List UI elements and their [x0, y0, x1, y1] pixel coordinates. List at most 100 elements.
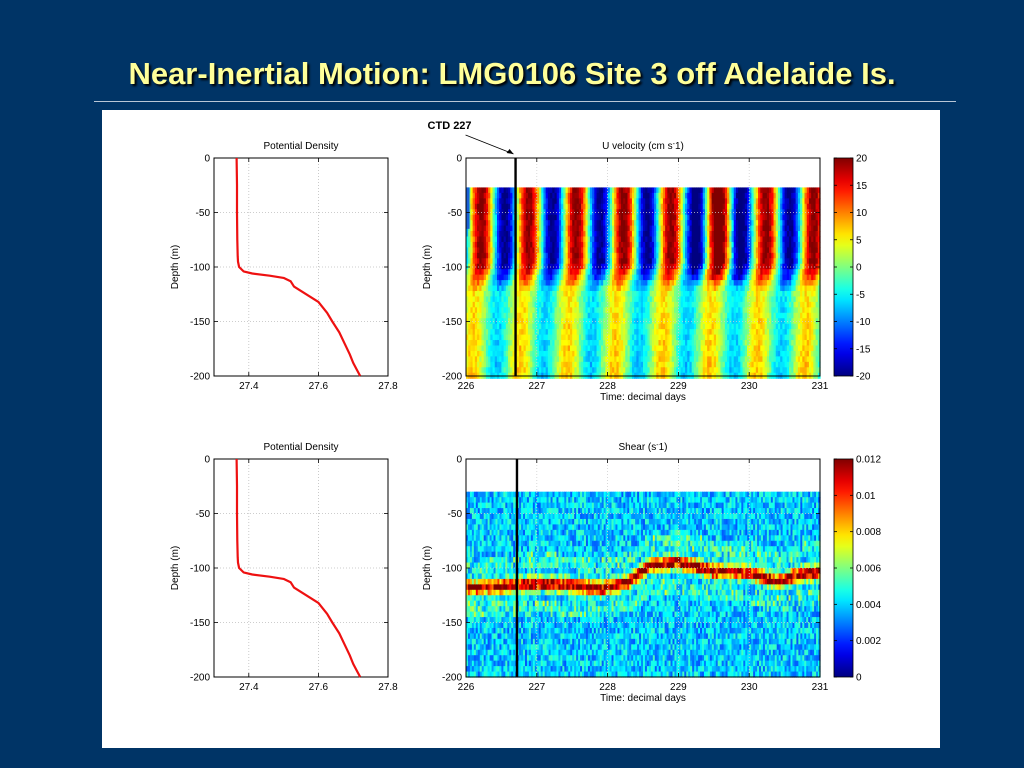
uvel-cell: [764, 214, 768, 221]
uvel-cell: [649, 220, 653, 227]
uvel-cell: [662, 274, 666, 281]
uvel-cell: [583, 274, 587, 281]
uvel-cell: [625, 236, 629, 243]
uvel-cell: [594, 269, 598, 276]
uvel-cell: [585, 247, 589, 254]
uvel-cell: [485, 214, 489, 221]
title-divider: [94, 101, 956, 102]
uvel-cell: [616, 318, 620, 325]
uvel-cell: [649, 329, 653, 336]
uvel-cell: [651, 367, 655, 374]
uvel-cell: [609, 198, 613, 205]
uvel-cell: [658, 285, 662, 292]
uvel-cell: [704, 361, 708, 368]
uvel-cell: [605, 301, 609, 308]
uvel-cell: [687, 274, 691, 281]
uvel-cell: [631, 187, 635, 194]
uvel-cell: [671, 290, 675, 298]
uvel-cell: [536, 214, 540, 221]
uvel-cell: [678, 323, 682, 330]
uvel-cell: [583, 340, 587, 347]
uvel-cell: [645, 334, 649, 341]
uvel-cell: [746, 247, 750, 254]
uvel-cell: [707, 258, 710, 265]
uvel-cell: [534, 198, 538, 205]
uvel-cell: [510, 285, 514, 292]
uvel-cell: [693, 274, 697, 281]
uvel-cell: [667, 187, 671, 194]
uvel-cell: [693, 225, 697, 232]
uvel-cell: [488, 296, 491, 303]
uvel-cell: [702, 258, 706, 265]
uvel-cell: [676, 361, 679, 368]
uvel-cell: [773, 198, 777, 205]
uvel-cell: [521, 285, 525, 292]
uvel-cell: [680, 187, 684, 194]
uvel-cell: [645, 307, 649, 314]
uvel-cell: [550, 350, 553, 357]
uvel-cell: [483, 214, 487, 221]
uvel-cell: [709, 312, 713, 319]
uvel-cell: [521, 301, 525, 308]
uvel-cell: [647, 340, 651, 347]
uvel-cell: [592, 252, 595, 259]
uvel-cell: [634, 236, 637, 243]
uvel-cell: [691, 187, 695, 194]
uvel-cell: [758, 214, 761, 221]
uvel-cell: [669, 192, 673, 199]
uvel-cell: [519, 241, 522, 248]
uvel-cell: [505, 323, 509, 330]
uvel-cell: [713, 356, 717, 363]
uvel-cell: [581, 340, 584, 347]
uvel-cell: [735, 214, 739, 221]
uvel-cell: [777, 252, 781, 259]
uvel-cell: [536, 329, 540, 336]
uvel-cell: [720, 274, 724, 281]
uvel-cell: [773, 285, 777, 292]
uvel-cell: [702, 214, 706, 221]
uvel-cell: [494, 334, 498, 341]
uvel-cell: [638, 356, 642, 363]
uvel-cell: [594, 334, 598, 341]
uvel-cell: [718, 285, 722, 292]
uvel-cell: [587, 258, 591, 265]
uvel-cell: [510, 269, 514, 276]
uvel-cell: [609, 220, 613, 227]
uvel-cell: [669, 323, 673, 330]
uvel-cell: [558, 263, 562, 270]
uvel-cell: [773, 231, 777, 238]
uvel-cell: [508, 340, 511, 347]
uvel-cell: [766, 323, 770, 330]
uvel-cell: [474, 329, 478, 336]
uvel-cell: [667, 323, 671, 330]
uvel-cell: [718, 350, 722, 357]
uvel-cell: [718, 280, 722, 287]
uvel-cell: [578, 225, 582, 232]
uvel-cell: [552, 258, 556, 265]
uvel-cell: [492, 274, 496, 281]
uvel-cell: [516, 361, 520, 368]
uvel-cell: [470, 198, 474, 205]
uvel-cell: [534, 296, 538, 303]
uvel-cell: [709, 247, 713, 254]
uvel-cell: [676, 198, 679, 205]
uvel-cell: [649, 192, 653, 199]
uvel-cell: [691, 263, 695, 270]
uvel-cell: [625, 307, 629, 314]
uvel-cell: [474, 296, 478, 303]
uvel-cell: [669, 312, 673, 319]
uvel-cell: [472, 203, 476, 210]
uvel-cell: [716, 329, 719, 336]
uvel-cell: [558, 247, 562, 254]
uvel-cell: [687, 231, 691, 238]
uvel-cell: [536, 367, 540, 374]
uvel-cell: [596, 214, 600, 221]
uvel-cell: [503, 187, 507, 194]
uvel-cell: [667, 334, 671, 341]
uvel-cell: [755, 236, 759, 243]
uvel-cell: [720, 350, 724, 357]
uvel-cell: [567, 263, 571, 270]
uvel-cell: [751, 296, 755, 303]
uvel-cell: [556, 220, 560, 227]
uvel-cell: [501, 198, 505, 205]
